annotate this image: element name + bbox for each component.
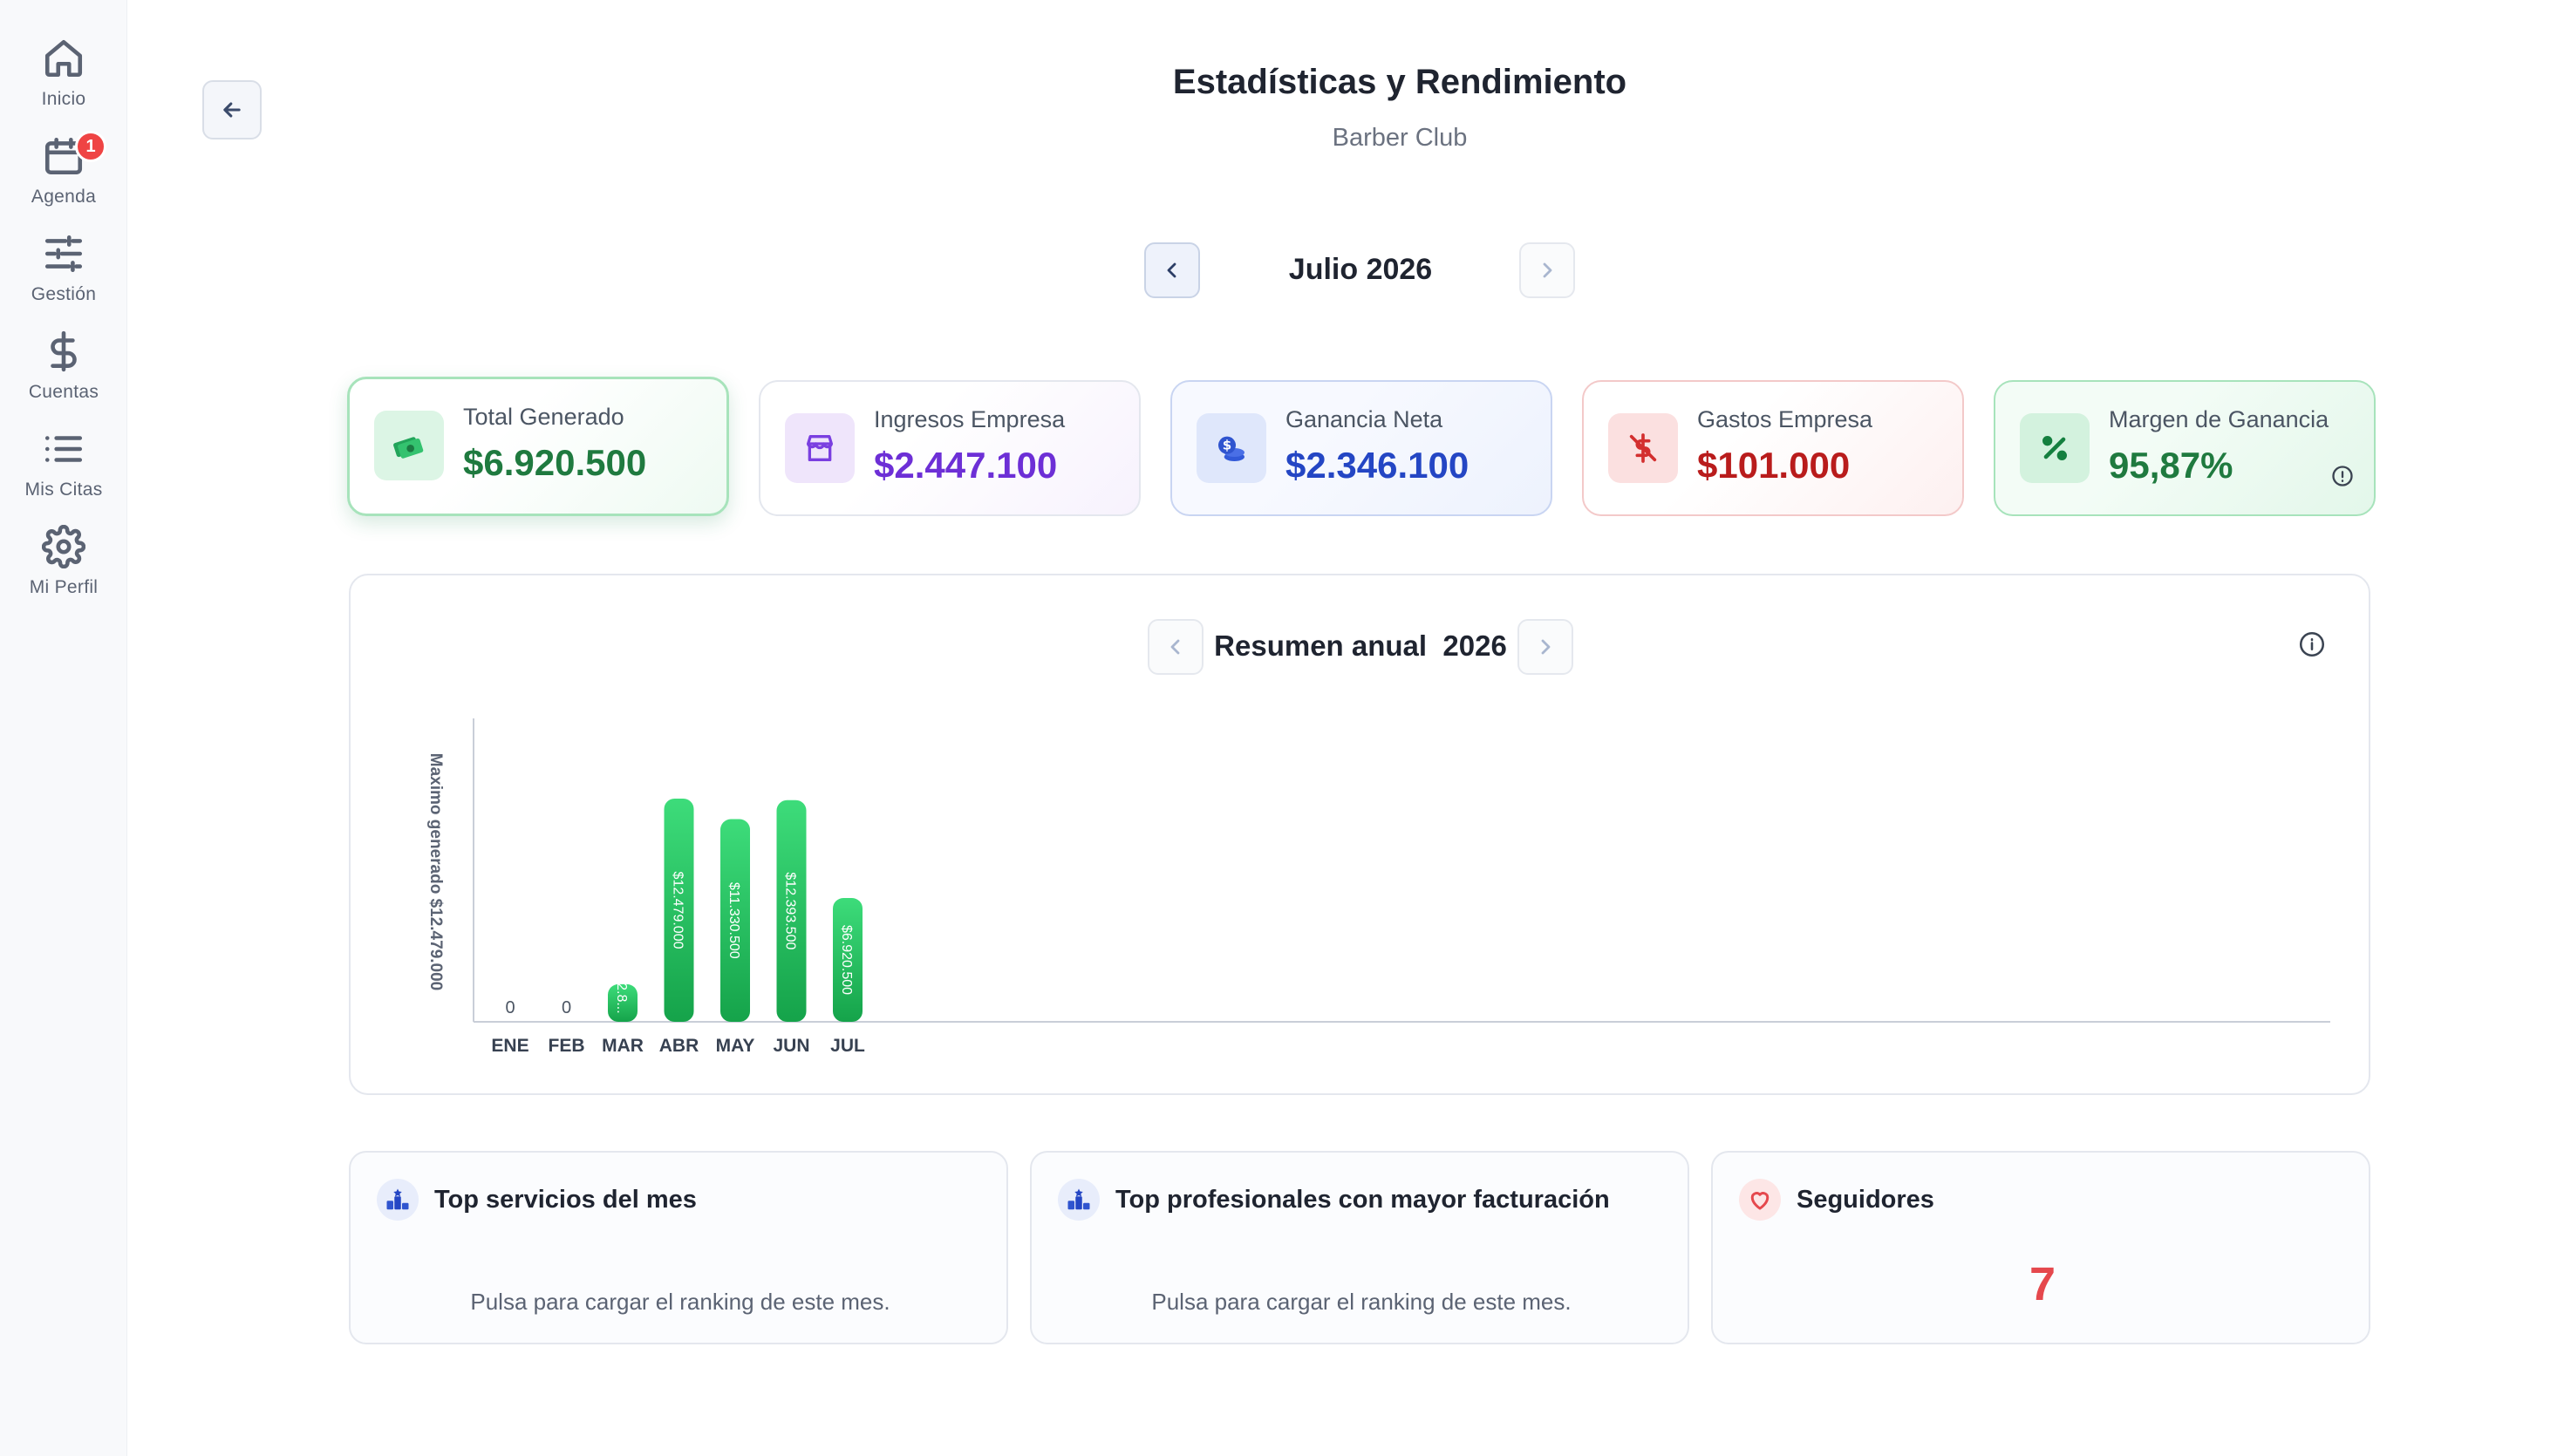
card-title: Seguidores	[1797, 1186, 1934, 1214]
percent-icon	[2020, 413, 2090, 483]
annual-bar-chart: Maximo generado $12.479.000 ENE FEB MAR ABR M…	[426, 718, 2330, 1056]
chart-title: Resumen anual 2026	[1212, 629, 1509, 663]
chevron-right-icon	[1543, 262, 1552, 278]
x-tick-label: ENE	[491, 1036, 528, 1056]
chart-data-label: $11.330.500	[726, 882, 741, 959]
month-label: Julio 2026	[1288, 253, 1433, 286]
sidebar-item-gestion[interactable]: Gestión	[0, 232, 127, 319]
sidebar-item-mi-perfil[interactable]: Mi Perfil	[0, 525, 127, 612]
x-tick-label: MAR	[602, 1036, 644, 1056]
coins-icon: $	[1197, 413, 1266, 483]
notification-badge: 1	[75, 131, 106, 162]
y-axis-label: Maximo generado $12.479.000	[426, 753, 445, 990]
chart-bar-mar[interactable]	[608, 983, 638, 1022]
kpi-value: $2.447.100	[874, 445, 1058, 486]
kpi-gastos-empresa[interactable]: Gastos Empresa $101.000	[1582, 380, 1964, 516]
gear-icon	[42, 525, 85, 568]
kpi-label: Ganancia Neta	[1285, 406, 1443, 432]
top-services-card[interactable]: Top servicios del mes Pulsa para cargar …	[349, 1151, 1008, 1344]
chart-data-label: $6.920.500	[839, 925, 854, 995]
heart-icon	[1739, 1179, 1781, 1221]
x-tick-label: FEB	[549, 1036, 585, 1056]
kpi-label: Gastos Empresa	[1697, 406, 1873, 432]
sidebar-item-label: Cuentas	[28, 382, 99, 402]
page-title: Estadísticas y Rendimiento	[1172, 63, 1627, 101]
sidebar: Inicio 1 Agenda Gestión Cuentas Mis Cita…	[0, 0, 127, 1456]
chart-data-label: $2.8...	[614, 975, 629, 1013]
page-subtitle: Barber Club	[1332, 124, 1468, 152]
card-hint: Pulsa para cargar el ranking de este mes…	[470, 1289, 890, 1315]
x-tick-label: MAY	[716, 1036, 755, 1056]
sidebar-item-label: Mi Perfil	[29, 577, 99, 597]
chart-data-label: 0	[505, 998, 515, 1017]
sidebar-item-label: Gestión	[31, 284, 97, 304]
chevron-left-icon	[1167, 262, 1176, 278]
kpi-ingresos-empresa[interactable]: Ingresos Empresa $2.447.100	[759, 380, 1141, 516]
prev-month-button[interactable]	[1144, 242, 1200, 298]
x-tick-label: ABR	[659, 1036, 699, 1056]
podium-icon	[1058, 1179, 1100, 1221]
kpi-label: Margen de Ganancia	[2109, 406, 2329, 432]
info-icon[interactable]	[2330, 464, 2355, 488]
list-icon	[44, 436, 83, 462]
card-title: Top profesionales con mayor facturación	[1115, 1186, 1610, 1214]
top-professionals-card[interactable]: Top profesionales con mayor facturación …	[1030, 1151, 1689, 1344]
followers-count: 7	[2029, 1258, 2056, 1310]
next-month-button[interactable]	[1519, 242, 1575, 298]
sidebar-item-agenda[interactable]: 1 Agenda	[0, 131, 127, 221]
svg-text:$: $	[1223, 438, 1231, 453]
sidebar-item-label: Agenda	[31, 187, 97, 207]
chart-bar-jul[interactable]	[833, 898, 863, 1022]
sidebar-item-mis-citas[interactable]: Mis Citas	[0, 427, 127, 514]
dollar-icon	[51, 330, 77, 372]
kpi-label: Total Generado	[463, 404, 624, 430]
kpi-ganancia-neta[interactable]: $ Ganancia Neta $2.346.100	[1170, 380, 1552, 516]
store-icon	[785, 413, 855, 483]
chart-bar-may[interactable]	[720, 819, 750, 1022]
chart-title-year: 2026	[1442, 629, 1507, 662]
sliders-icon	[44, 235, 83, 273]
kpi-total-generado[interactable]: Total Generado $6.920.500	[347, 377, 729, 516]
kpi-value: $6.920.500	[463, 442, 647, 483]
chart-bar-jun[interactable]	[776, 799, 807, 1022]
chart-title-prefix: Resumen anual	[1214, 629, 1428, 662]
next-year-button[interactable]	[1517, 619, 1573, 675]
home-icon	[44, 39, 83, 78]
chart-bar-abr[interactable]	[664, 799, 694, 1022]
no-dollar-icon	[1608, 413, 1678, 483]
chart-data-label: $12.479.000	[671, 872, 685, 949]
followers-card[interactable]: Seguidores 7	[1711, 1151, 2370, 1344]
chart-data-label: 0	[562, 998, 571, 1017]
chart-data-label: $12.393.500	[783, 872, 798, 949]
kpi-value: $2.346.100	[1285, 445, 1470, 486]
info-icon[interactable]	[2297, 629, 2327, 659]
kpi-label: Ingresos Empresa	[874, 406, 1066, 432]
x-tick-label: JUL	[830, 1036, 865, 1056]
arrow-left-icon	[223, 102, 241, 118]
sidebar-item-inicio[interactable]: Inicio	[0, 37, 127, 124]
sidebar-item-cuentas[interactable]: Cuentas	[0, 330, 127, 417]
card-title: Top servicios del mes	[434, 1186, 697, 1214]
kpi-value: 95,87%	[2109, 445, 2233, 486]
prev-year-button[interactable]	[1148, 619, 1204, 675]
sidebar-item-label: Mis Citas	[24, 480, 103, 500]
back-button[interactable]	[202, 80, 262, 139]
x-tick-label: JUN	[773, 1036, 809, 1056]
money-icon	[374, 411, 444, 480]
kpi-value: $101.000	[1697, 445, 1851, 486]
podium-icon	[377, 1179, 419, 1221]
card-hint: Pulsa para cargar el ranking de este mes…	[1151, 1289, 1572, 1315]
kpi-margen-ganancia[interactable]: Margen de Ganancia 95,87%	[1994, 380, 2376, 516]
chevron-right-icon	[1541, 639, 1551, 655]
chevron-left-icon	[1170, 639, 1180, 655]
sidebar-item-label: Inicio	[41, 89, 86, 109]
